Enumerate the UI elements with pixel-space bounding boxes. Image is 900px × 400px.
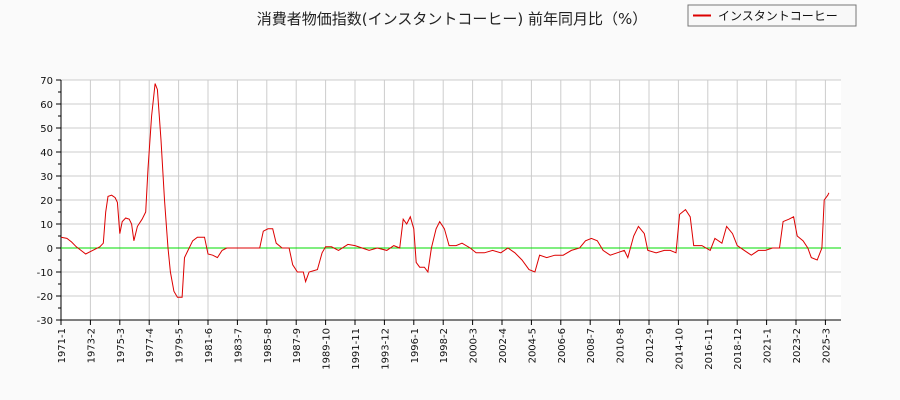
x-tick-label: 2004-5 — [527, 328, 538, 363]
series-line-instant-coffee — [60, 83, 830, 298]
y-tick-label: 20 — [40, 196, 53, 207]
x-tick-label: 2002-4 — [498, 328, 509, 363]
y-tick-label: 70 — [40, 76, 53, 87]
y-tick-label: -10 — [37, 268, 53, 279]
y-tick-label: -20 — [37, 292, 53, 303]
legend: インスタントコーヒー — [687, 4, 857, 27]
x-tick-label: 2018-12 — [733, 328, 744, 370]
x-tick-label: 1987-9 — [292, 328, 303, 363]
y-tick-label: 0 — [47, 244, 53, 255]
x-tick-label: 2016-11 — [704, 328, 715, 370]
x-tick-label: 2012-9 — [645, 328, 656, 363]
x-tick-label: 2023-2 — [792, 328, 803, 363]
y-tick-label: -30 — [37, 316, 53, 327]
x-tick-label: 1983-7 — [233, 328, 244, 363]
x-tick-label: 2010-8 — [616, 328, 627, 363]
y-tick-label: 30 — [40, 172, 53, 183]
x-tick-label: 2008-7 — [586, 328, 597, 363]
x-tick-label: 2006-6 — [557, 328, 568, 363]
x-tick-label: 2014-10 — [674, 328, 685, 370]
x-tick-label: 2025-3 — [821, 328, 832, 363]
x-tick-label: 1989-10 — [322, 328, 333, 370]
x-tick-label: 1977-4 — [145, 328, 156, 363]
y-tick-label: 60 — [40, 100, 53, 111]
x-tick-label: 1971-1 — [57, 328, 68, 363]
x-tick-label: 1973-2 — [86, 328, 97, 363]
x-tick-label: 1991-11 — [351, 328, 362, 370]
x-tick-label: 1996-1 — [410, 328, 421, 363]
x-tick-label: 1993-12 — [380, 328, 391, 370]
y-axis: 70 60 50 40 30 20 10 0 -10 -20 -30 — [37, 76, 62, 327]
x-tick-label: 1998-2 — [439, 328, 450, 363]
x-tick-label: 1975-3 — [116, 328, 127, 363]
y-tick-label: 40 — [40, 148, 53, 159]
chart-title: 消費者物価指数(インスタントコーヒー) 前年同月比（%） — [257, 10, 647, 28]
x-tick-label: 2021-1 — [763, 328, 774, 363]
y-tick-label: 50 — [40, 124, 53, 135]
legend-label: インスタントコーヒー — [718, 9, 838, 23]
x-tick-label: 1979-5 — [175, 328, 186, 363]
x-tick-label: 1985-8 — [263, 328, 274, 363]
y-tick-label: 10 — [40, 220, 53, 231]
x-tick-label: 1981-6 — [204, 328, 215, 363]
x-tick-label: 2000-3 — [469, 328, 480, 363]
x-axis: 1971-1 1973-2 1975-3 1977-4 1979-5 1981-6 1983… — [57, 319, 841, 370]
